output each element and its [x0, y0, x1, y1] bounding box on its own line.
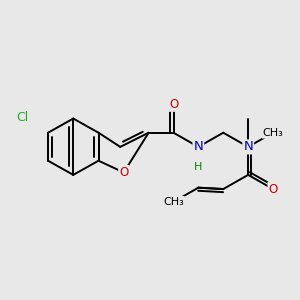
- Text: CH₃: CH₃: [163, 197, 184, 207]
- Text: H: H: [194, 162, 202, 172]
- Text: O: O: [268, 183, 278, 196]
- Text: N: N: [194, 140, 203, 153]
- Text: Cl: Cl: [16, 111, 28, 124]
- Text: N: N: [243, 140, 253, 153]
- Text: O: O: [169, 98, 178, 111]
- Text: O: O: [119, 166, 128, 179]
- Text: CH₃: CH₃: [263, 128, 284, 138]
